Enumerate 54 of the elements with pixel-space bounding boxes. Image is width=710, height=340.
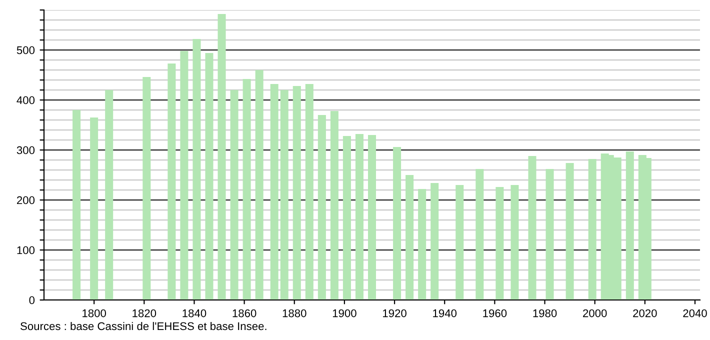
bar (90, 118, 98, 300)
x-tick-label: 1940 (433, 309, 457, 318)
y-tick-label: 200 (16, 196, 35, 204)
x-tick-label: 1900 (332, 309, 356, 318)
bar (406, 175, 414, 300)
x-tick-label: 1820 (132, 309, 156, 318)
bar (192, 39, 201, 300)
x-tick-label: 1860 (232, 309, 256, 318)
x-tick-label: 2020 (633, 309, 657, 318)
bar (528, 156, 536, 300)
y-tick-label: 300 (16, 146, 35, 154)
bar (292, 86, 301, 300)
bar (456, 185, 464, 300)
bar (496, 187, 504, 300)
source-note: Sources : base Cassini de l'EHESS et base Insee. (20, 322, 266, 330)
bar (280, 90, 288, 300)
bar (168, 64, 176, 300)
x-tick-label: 1840 (182, 309, 206, 318)
bar (566, 163, 574, 300)
bar (510, 185, 519, 300)
bar (255, 70, 264, 300)
bar (476, 169, 484, 300)
y-tick-label: 0 (29, 296, 35, 304)
bar (180, 51, 188, 300)
bar (205, 53, 214, 300)
x-tick-label: 1920 (383, 309, 406, 318)
bar (546, 169, 554, 300)
bar (318, 115, 326, 300)
bar (330, 111, 338, 300)
bar (342, 136, 351, 300)
bar (368, 135, 376, 300)
bar (72, 110, 81, 300)
bar (626, 152, 634, 300)
x-tick-label: 1800 (82, 309, 106, 318)
bar (105, 90, 114, 300)
bar (418, 189, 426, 300)
x-tick-label: 1980 (533, 309, 557, 318)
bar (305, 84, 314, 300)
bar (142, 77, 151, 300)
bar (230, 90, 238, 300)
y-tick-label: 400 (16, 96, 35, 104)
x-tick-label: 1960 (483, 309, 507, 318)
x-tick-label: 1880 (282, 309, 306, 318)
y-tick-label: 100 (17, 246, 35, 254)
bar (355, 134, 364, 300)
x-tick-label: 2040 (683, 309, 707, 318)
bar (393, 147, 402, 300)
bar (218, 14, 226, 300)
y-tick-label: 500 (16, 46, 35, 54)
bar (242, 79, 251, 300)
bar (270, 84, 278, 300)
bar (588, 159, 596, 300)
bar (430, 183, 439, 300)
x-tick-label: 2000 (583, 309, 607, 318)
